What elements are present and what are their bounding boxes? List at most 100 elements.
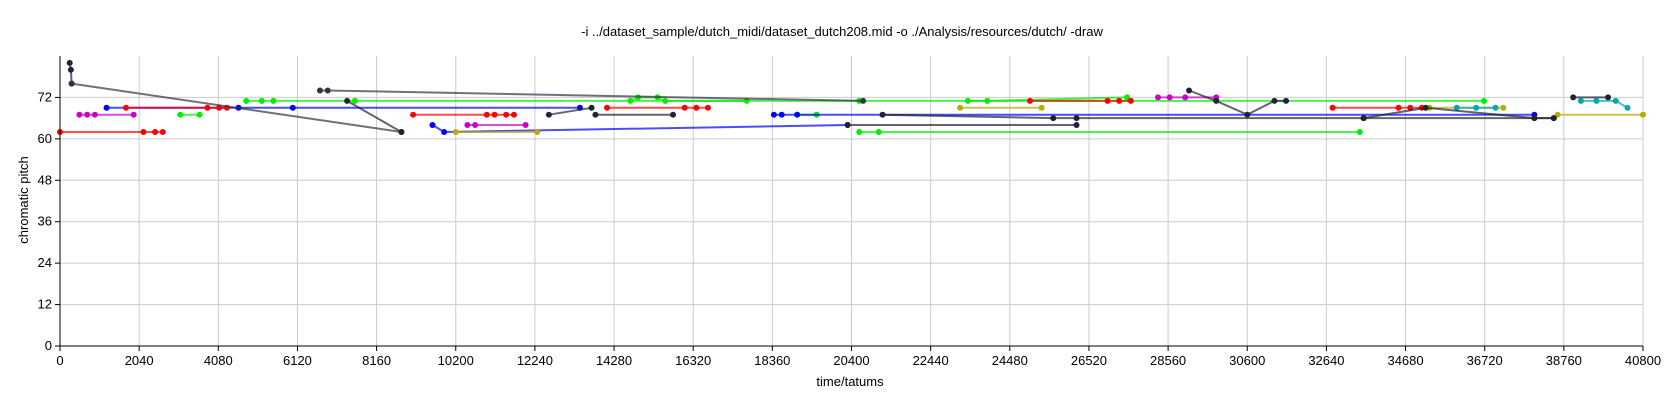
data-point — [681, 104, 688, 111]
data-point — [177, 111, 184, 118]
grid — [59, 56, 1644, 347]
x-tick-label: 0 — [56, 353, 63, 368]
data-point — [289, 104, 296, 111]
x-tick-label: 14280 — [596, 353, 632, 368]
data-point — [159, 128, 166, 135]
data-point — [1073, 115, 1080, 122]
data-point — [204, 104, 211, 111]
data-point — [1213, 97, 1220, 104]
data-point — [1422, 104, 1429, 111]
x-tick-label: 2040 — [125, 353, 154, 368]
data-point — [957, 104, 964, 111]
data-point — [410, 111, 417, 118]
data-point — [1038, 104, 1045, 111]
data-point — [103, 104, 110, 111]
data-point — [1640, 111, 1646, 118]
x-tick-label: 26520 — [1071, 353, 1107, 368]
data-point — [91, 111, 98, 118]
data-point — [1244, 111, 1251, 118]
data-point — [856, 128, 863, 135]
data-point — [130, 111, 137, 118]
data-point — [588, 104, 595, 111]
data-point — [1050, 115, 1057, 122]
data-point — [270, 97, 277, 104]
x-tick-label: 28560 — [1150, 353, 1186, 368]
data-point — [503, 111, 510, 118]
x-tick-label: 10200 — [438, 353, 474, 368]
y-tick-label: 48 — [38, 172, 52, 187]
data-point — [534, 128, 541, 135]
data-point — [1480, 97, 1487, 104]
data-point — [441, 128, 448, 135]
data-point — [510, 111, 517, 118]
data-point — [258, 97, 265, 104]
data-point — [604, 104, 611, 111]
series-line-18 — [431, 124, 848, 134]
data-point — [140, 128, 147, 135]
data-point — [770, 111, 777, 118]
x-tick-label: 16320 — [675, 353, 711, 368]
data-point — [1116, 97, 1123, 104]
data-point — [1492, 104, 1499, 111]
y-tick-label: 72 — [38, 89, 52, 104]
data-point — [84, 111, 91, 118]
axes: 0 2040 4080 6120 8160 10200 12240 14280 16320 183… — [38, 56, 1661, 368]
x-tick-label: 12240 — [517, 353, 553, 368]
data-point — [196, 111, 203, 118]
data-point — [592, 111, 599, 118]
data-point — [152, 128, 159, 135]
data-point — [1360, 115, 1367, 122]
series-line-32 — [1188, 89, 1286, 116]
data-point — [1453, 104, 1460, 111]
data-point — [243, 97, 250, 104]
data-point — [398, 128, 405, 135]
data-point — [778, 111, 785, 118]
series-line-2 — [68, 62, 73, 84]
data-point — [351, 97, 358, 104]
series-group — [57, 59, 1646, 135]
x-tick-label: 4080 — [204, 353, 233, 368]
series-line-28 — [548, 106, 592, 116]
data-point — [1531, 115, 1538, 122]
data-point — [324, 87, 331, 94]
x-tick-label: 24480 — [992, 353, 1028, 368]
y-tick-label: 24 — [38, 255, 52, 270]
data-point — [67, 66, 74, 73]
y-tick-label: 0 — [45, 338, 52, 353]
x-tick-label: 38760 — [1546, 353, 1582, 368]
x-tick-label: 30600 — [1229, 353, 1265, 368]
data-point — [66, 59, 73, 66]
data-point — [122, 104, 129, 111]
data-point — [1127, 97, 1134, 104]
data-point — [1550, 115, 1557, 122]
series-line-13 — [346, 100, 402, 133]
y-tick-label: 12 — [38, 297, 52, 312]
data-point — [984, 97, 991, 104]
series-line-12 — [320, 89, 864, 102]
x-axis-label: time/tatums — [816, 374, 884, 389]
data-point — [1104, 97, 1111, 104]
data-point — [875, 128, 882, 135]
data-point — [1073, 122, 1080, 129]
y-axis-label: chromatic pitch — [16, 156, 31, 243]
data-point — [1155, 94, 1162, 101]
data-point — [860, 97, 867, 104]
data-point — [627, 97, 634, 104]
data-point — [1186, 87, 1193, 94]
data-point — [1500, 104, 1507, 111]
data-point — [68, 80, 75, 87]
data-point — [464, 122, 471, 129]
data-point — [704, 104, 711, 111]
data-point — [344, 97, 351, 104]
data-point — [1605, 94, 1612, 101]
data-point — [1283, 97, 1290, 104]
x-tick-label: 18360 — [754, 353, 790, 368]
series-line-33 — [1363, 106, 1554, 120]
data-point — [670, 111, 677, 118]
data-point — [794, 111, 801, 118]
x-tick-label: 8160 — [362, 353, 391, 368]
data-point — [1182, 94, 1189, 101]
data-point — [879, 111, 886, 118]
y-tick-label: 60 — [38, 131, 52, 146]
data-point — [1395, 104, 1402, 111]
